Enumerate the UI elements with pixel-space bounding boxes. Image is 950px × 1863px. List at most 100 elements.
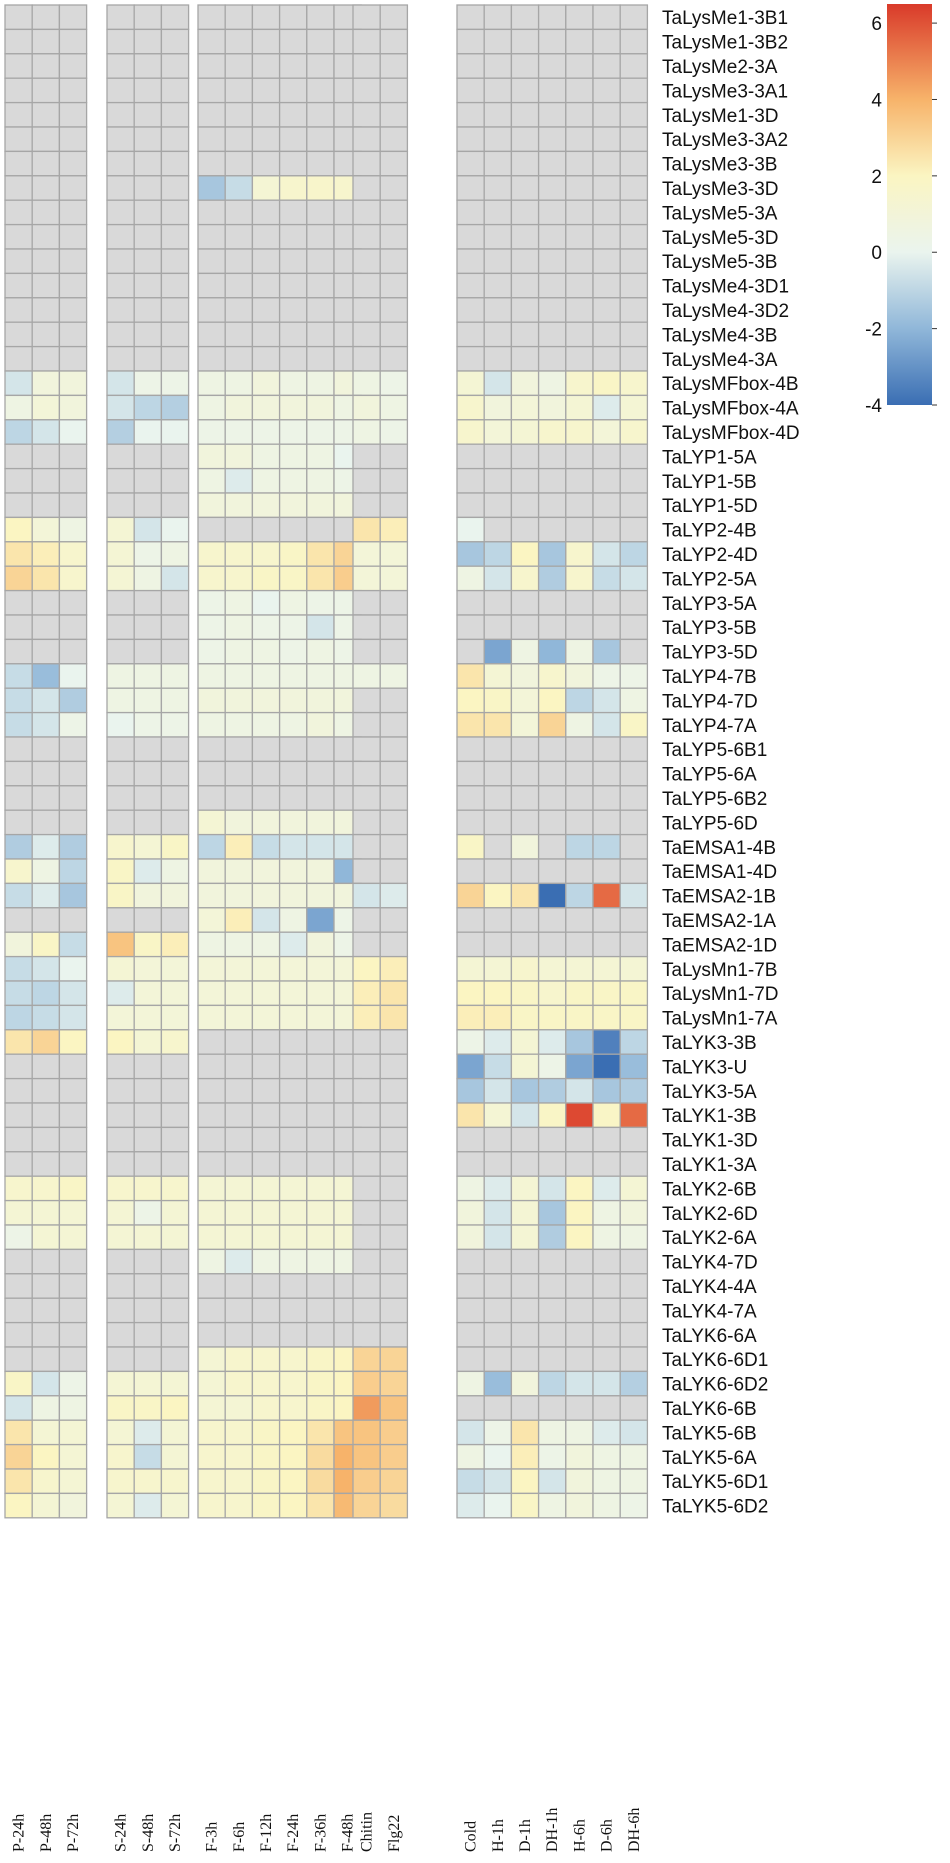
heatmap-cell bbox=[483, 663, 513, 689]
heatmap-cell bbox=[58, 1248, 88, 1275]
heatmap-cell bbox=[251, 443, 281, 470]
heatmap-cell bbox=[456, 638, 485, 665]
gene-label: TaLYP2-5A bbox=[662, 569, 757, 590]
heatmap-cell bbox=[31, 711, 61, 738]
heatmap-cell bbox=[133, 150, 163, 177]
heatmap-cell bbox=[106, 394, 135, 421]
heatmap-cell bbox=[31, 736, 61, 763]
heatmap-cell bbox=[592, 199, 621, 226]
heatmap-cell bbox=[224, 907, 254, 933]
heatmap-cell bbox=[251, 101, 281, 128]
heatmap-cell bbox=[197, 1248, 226, 1275]
heatmap-cell bbox=[619, 955, 649, 982]
heatmap-cell bbox=[456, 321, 485, 348]
heatmap-cell bbox=[592, 980, 621, 1007]
heatmap-cell bbox=[58, 1126, 88, 1153]
heatmap-cell bbox=[483, 394, 513, 421]
heatmap-cell bbox=[278, 1370, 308, 1397]
gene-label: TaLYP4-7A bbox=[662, 716, 757, 737]
heatmap-cell bbox=[565, 419, 594, 445]
heatmap-cell bbox=[456, 955, 485, 982]
heatmap-cell bbox=[456, 614, 485, 641]
heatmap-cell bbox=[592, 1248, 621, 1275]
heatmap-cell bbox=[224, 443, 254, 470]
heatmap-cell bbox=[483, 223, 513, 250]
heatmap-cell bbox=[251, 687, 281, 714]
heatmap-cell bbox=[31, 931, 61, 958]
heatmap-cell bbox=[224, 1443, 254, 1470]
heatmap-cell bbox=[58, 1029, 88, 1055]
heatmap-cell bbox=[58, 4, 88, 31]
heatmap-cell bbox=[456, 467, 485, 494]
heatmap-cell bbox=[565, 248, 594, 275]
heatmap-cell bbox=[31, 1273, 61, 1299]
heatmap-cell bbox=[106, 760, 135, 787]
heatmap-cell bbox=[278, 126, 308, 153]
heatmap-cell bbox=[352, 394, 381, 421]
heatmap-cell bbox=[306, 1370, 335, 1397]
heatmap-cell bbox=[160, 101, 190, 128]
heatmap-cell bbox=[224, 1053, 254, 1080]
heatmap-cell bbox=[379, 516, 409, 543]
heatmap-cell bbox=[224, 565, 254, 592]
heatmap-cell bbox=[106, 736, 135, 763]
heatmap-cell bbox=[224, 77, 254, 104]
heatmap-cell bbox=[619, 419, 649, 445]
heatmap-cell bbox=[278, 541, 308, 567]
heatmap-cell bbox=[197, 1224, 226, 1251]
heatmap-cell bbox=[379, 858, 409, 885]
heatmap-cell bbox=[352, 1053, 381, 1080]
heatmap-cell bbox=[537, 1126, 567, 1153]
heatmap-cell bbox=[58, 223, 88, 250]
heatmap-cell bbox=[510, 687, 540, 714]
heatmap-cell bbox=[510, 1248, 540, 1275]
heatmap-cell bbox=[31, 1077, 61, 1104]
heatmap-cell bbox=[537, 1419, 567, 1446]
heatmap-cell bbox=[160, 1297, 190, 1324]
heatmap-cell bbox=[197, 297, 226, 323]
heatmap-cell bbox=[592, 248, 621, 275]
heatmap-cell bbox=[106, 882, 135, 909]
heatmap-cell bbox=[456, 809, 485, 836]
heatmap-cell bbox=[510, 1199, 540, 1226]
heatmap-cell bbox=[306, 1468, 335, 1495]
heatmap-cell bbox=[133, 833, 163, 860]
heatmap-cell bbox=[4, 101, 33, 128]
heatmap-cell bbox=[160, 77, 190, 104]
heatmap-cell bbox=[133, 1029, 163, 1055]
heatmap-cell bbox=[160, 1395, 190, 1421]
heatmap-cell bbox=[160, 1102, 190, 1129]
heatmap-cell bbox=[565, 711, 594, 738]
heatmap-cell bbox=[251, 1297, 281, 1324]
heatmap-cell bbox=[4, 1321, 33, 1348]
heatmap-cell bbox=[133, 443, 163, 470]
heatmap-cell bbox=[565, 833, 594, 860]
condition-label: F-24h bbox=[285, 1814, 302, 1852]
heatmap-cell bbox=[619, 248, 649, 275]
heatmap-cell bbox=[456, 1419, 485, 1446]
heatmap-cell bbox=[133, 1443, 163, 1470]
heatmap-cell bbox=[306, 321, 335, 348]
heatmap-cell bbox=[379, 321, 409, 348]
heatmap-cell bbox=[565, 931, 594, 958]
heatmap-cell bbox=[565, 1004, 594, 1031]
heatmap-cell bbox=[456, 663, 485, 689]
heatmap-cell bbox=[58, 1346, 88, 1373]
heatmap-cell bbox=[483, 1077, 513, 1104]
heatmap-cell bbox=[133, 711, 163, 738]
heatmap-cell bbox=[106, 272, 135, 299]
heatmap-cell bbox=[58, 321, 88, 348]
heatmap-cell bbox=[537, 1370, 567, 1397]
heatmap-cell bbox=[456, 4, 485, 31]
heatmap-cell bbox=[619, 394, 649, 421]
heatmap-cell bbox=[278, 833, 308, 860]
heatmap-cell bbox=[306, 175, 335, 201]
heatmap-cell bbox=[456, 589, 485, 616]
heatmap-cell bbox=[31, 1492, 61, 1519]
heatmap-cell bbox=[306, 1151, 335, 1177]
heatmap-cell bbox=[31, 1321, 61, 1348]
heatmap-cell bbox=[619, 223, 649, 250]
heatmap-cell bbox=[565, 53, 594, 79]
heatmap-cell bbox=[510, 1297, 540, 1324]
heatmap-cell bbox=[224, 980, 254, 1007]
